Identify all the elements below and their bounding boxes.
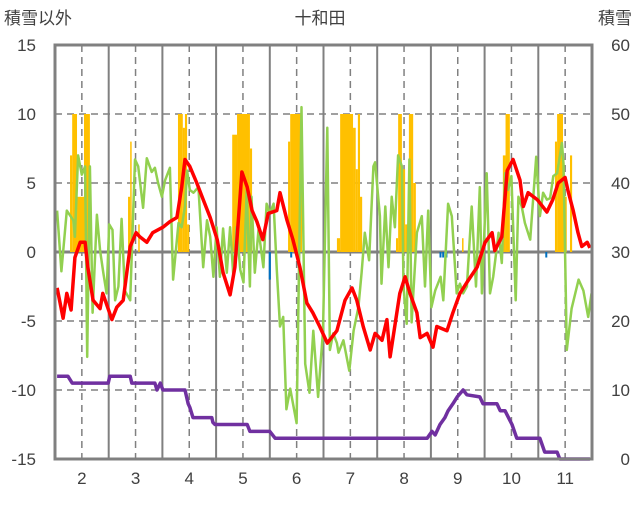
left-axis-label: 積雪以外 <box>4 9 72 28</box>
x-tick-label: 7 <box>346 469 355 488</box>
orange-bar <box>182 127 185 252</box>
right-tick-label: 50 <box>611 105 630 124</box>
right-tick-label: 40 <box>611 174 630 193</box>
blue-bar <box>268 252 271 280</box>
blue-bar <box>442 252 445 258</box>
plot-border <box>53 43 594 461</box>
left-tick-label: 5 <box>27 174 36 193</box>
right-tick-label: 20 <box>611 312 630 331</box>
right-tick-label: 30 <box>611 243 630 262</box>
orange-bar <box>554 141 558 252</box>
x-tick-label: 10 <box>502 469 521 488</box>
orange-bar <box>288 141 291 252</box>
x-tick-label: 11 <box>556 469 574 488</box>
orange-bar <box>462 238 464 252</box>
red-series-line <box>55 157 592 359</box>
orange-bar <box>357 114 361 252</box>
orange-bar <box>70 155 73 252</box>
orange-bar <box>395 238 399 252</box>
orange-bar <box>398 114 402 252</box>
chart-title: 十和田 <box>295 9 346 28</box>
orange-bar <box>405 224 408 252</box>
right-tick-label: 60 <box>611 36 630 55</box>
orange-bar <box>336 238 341 252</box>
x-tick-label: 2 <box>77 469 86 488</box>
orange-bar <box>77 196 84 252</box>
orange-bar <box>360 196 363 252</box>
left-tick-label: 15 <box>17 36 36 55</box>
orange-bar <box>340 114 354 252</box>
orange-bar <box>353 127 356 252</box>
left-tick-label: 10 <box>17 105 36 124</box>
left-tick-label: -5 <box>21 312 36 331</box>
left-tick-label: -10 <box>11 381 36 400</box>
lines <box>55 105 593 461</box>
left-tick-label: 0 <box>27 243 36 262</box>
orange-bar <box>413 183 416 252</box>
right-axis-label: 積雪 <box>598 9 632 28</box>
orange-bar <box>290 114 303 252</box>
orange-bar <box>177 114 183 252</box>
blue-bar <box>290 252 293 258</box>
x-tick-label: 6 <box>292 469 301 488</box>
left-tick-label: -15 <box>11 450 36 469</box>
orange-bar <box>128 196 131 252</box>
orange-bar <box>232 134 238 252</box>
x-tick-label: 4 <box>185 469 194 488</box>
orange-bar <box>83 114 90 252</box>
blue-bar <box>545 252 548 258</box>
purple-series-line <box>57 374 590 461</box>
x-tick-label: 5 <box>238 469 247 488</box>
right-tick-label: 10 <box>611 381 630 400</box>
orange-bar <box>130 141 132 252</box>
x-tick-label: 3 <box>131 469 140 488</box>
x-tick-label: 8 <box>399 469 408 488</box>
orange-bar <box>408 114 414 252</box>
right-tick-label: 0 <box>621 450 630 469</box>
blue-bar <box>439 252 442 258</box>
orange-bar <box>355 169 358 252</box>
orange-bar <box>72 114 78 252</box>
orange-bar <box>187 224 190 252</box>
x-tick-label: 9 <box>453 469 462 488</box>
green-series-line <box>55 105 593 425</box>
